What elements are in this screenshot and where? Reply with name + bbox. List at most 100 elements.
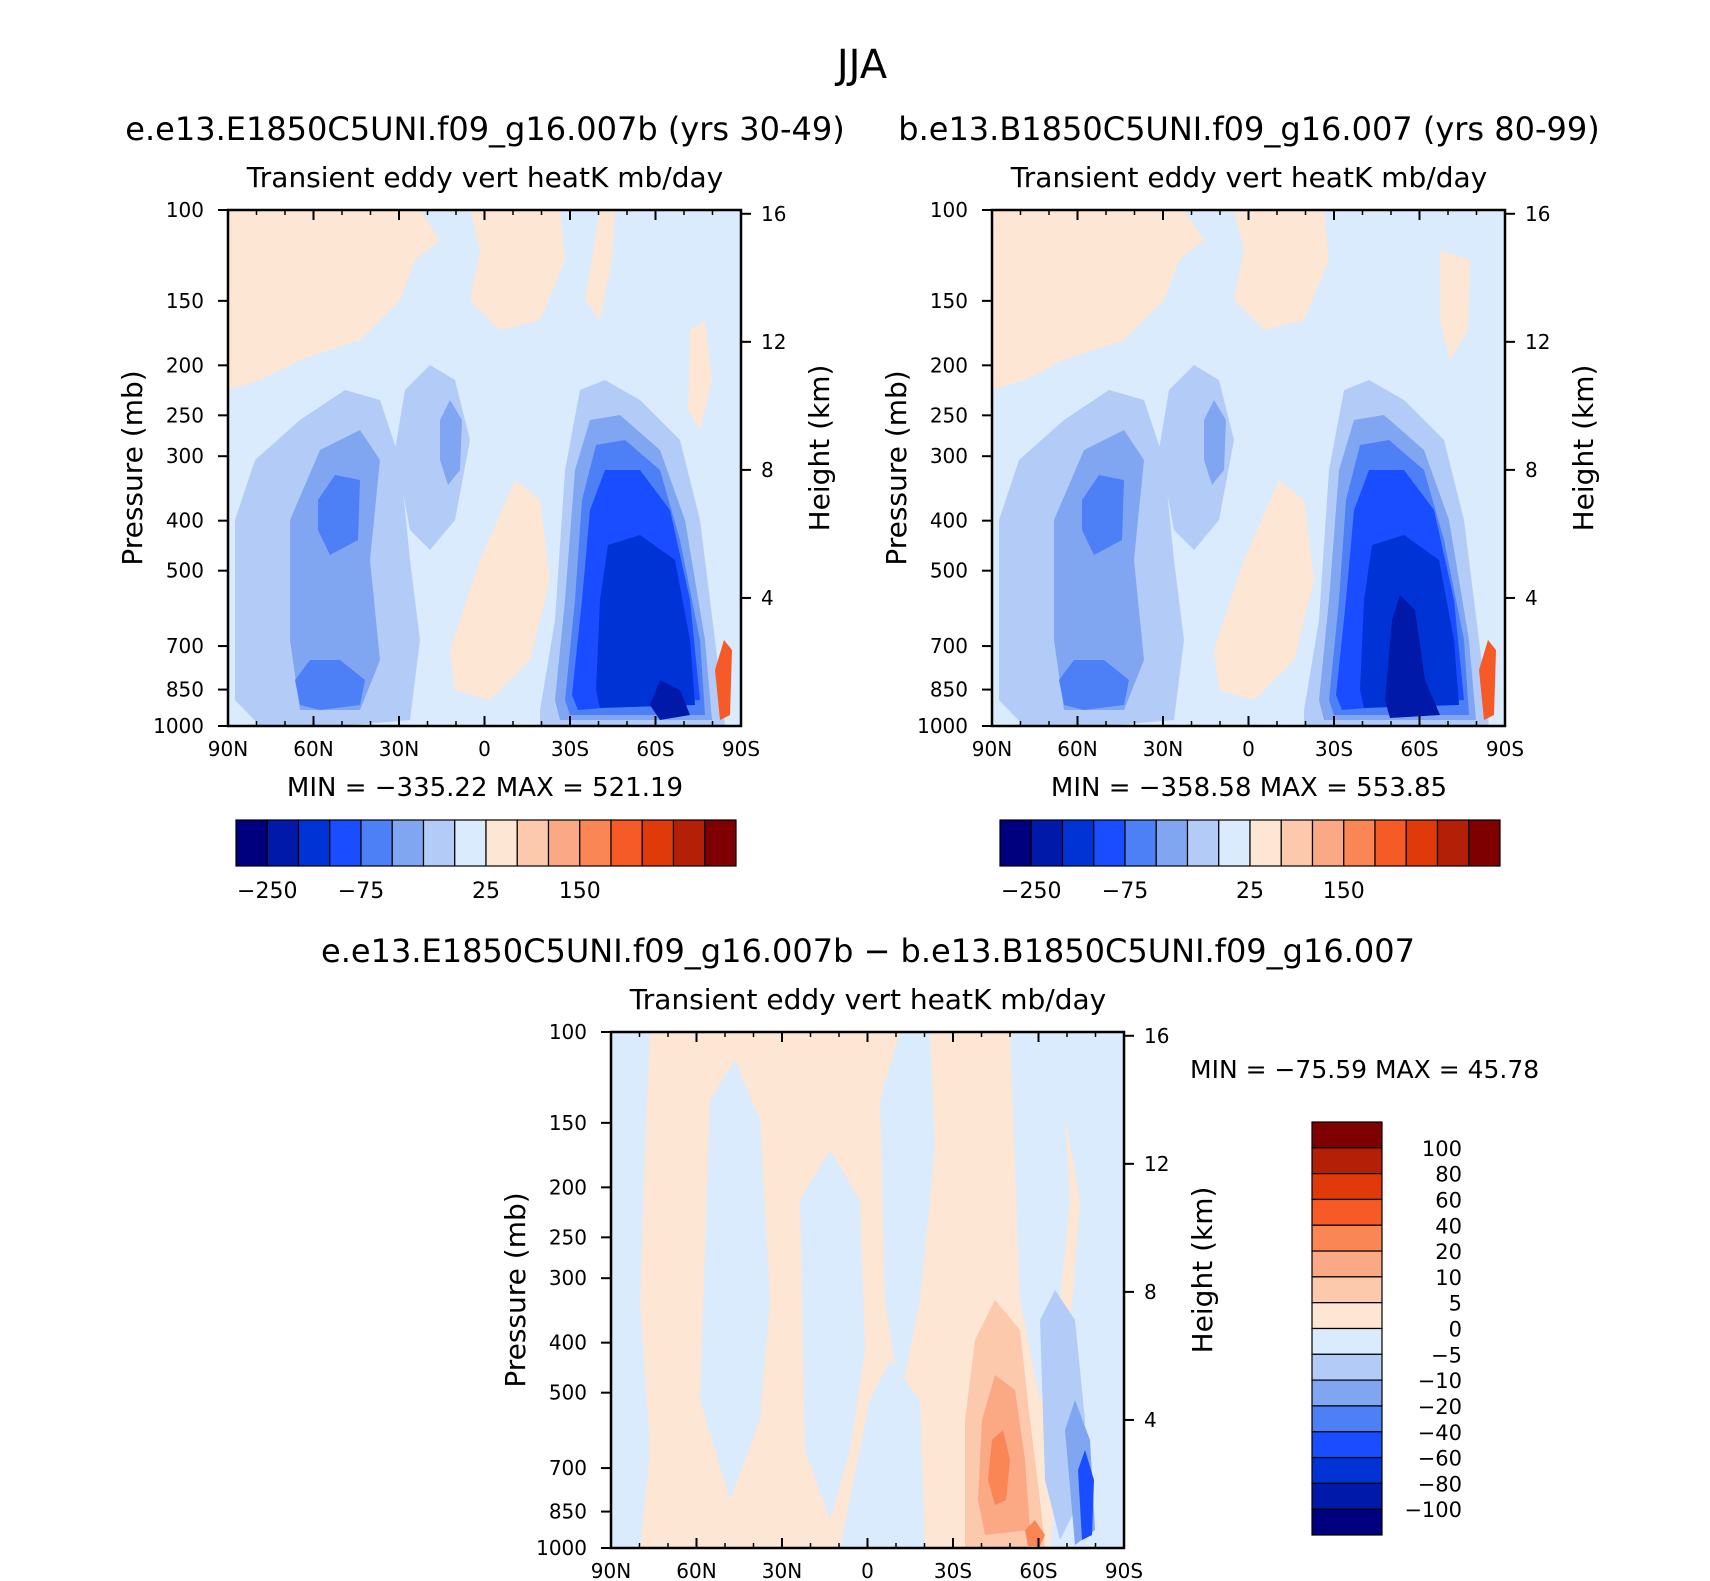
right-y2tick-label: 4 — [1525, 586, 1538, 610]
right-colorbar-cell — [1124, 819, 1157, 867]
left-xtick-label: 60S — [636, 737, 674, 761]
right-xtick-label: 90N — [972, 737, 1012, 761]
right-colorbar-cell — [1468, 819, 1501, 867]
left-y2tick-label: 4 — [761, 586, 774, 610]
right-ytick-label: 1000 — [917, 714, 968, 738]
diff-colorbar-label: −20 — [1418, 1395, 1462, 1419]
sh-red-streak — [1479, 640, 1496, 720]
left-colorbar-cell — [391, 819, 425, 867]
diff-colorbar-label: 40 — [1435, 1214, 1462, 1238]
diff-ytick-label: 300 — [549, 1266, 587, 1290]
right-y2label: Height (km) — [1567, 365, 1600, 532]
diff-colorbar-cell — [1311, 1482, 1383, 1510]
left-ytick-label: 200 — [166, 353, 204, 377]
right-xtick-label: 30S — [1315, 737, 1353, 761]
panel-left-axes: 90N 60N 30N 0 30S 60S 90S 100 150 200 250 300 400 500… — [116, 198, 836, 761]
left-colorbar-cell — [547, 819, 581, 867]
left-colorbar-label: −75 — [338, 879, 384, 904]
diff-colorbar-label: −100 — [1404, 1498, 1462, 1522]
right-colorbar-cell — [1405, 819, 1439, 867]
diff-ytick-label: 700 — [549, 1456, 587, 1480]
right-colorbar-cell — [1030, 819, 1064, 867]
left-colorbar-cell — [672, 819, 706, 867]
diff-ytick-label: 500 — [549, 1381, 587, 1405]
right-xtick-label: 0 — [1242, 737, 1255, 761]
peach-upper-right — [585, 210, 615, 320]
diff-colorbar-cell — [1311, 1508, 1383, 1536]
left-colorbar-cell — [329, 819, 362, 867]
panel-diff-stats: MIN = −75.59 MAX = 45.78 — [1190, 1055, 1539, 1084]
right-ytick-label: 500 — [930, 559, 968, 583]
diff-ytick-label: 200 — [549, 1175, 587, 1199]
peach-top-right — [688, 320, 712, 430]
diff-colorbar-cell — [1311, 1250, 1383, 1278]
panel-left-contour-field — [228, 210, 741, 726]
diff-xtick-label: 60S — [1019, 1559, 1057, 1581]
diff-xtick-label: 60N — [676, 1559, 716, 1581]
diff-colorbar-label: −5 — [1431, 1343, 1462, 1367]
diff-ylabel: Pressure (mb) — [499, 1192, 532, 1387]
left-y2tick-label: 8 — [761, 458, 774, 482]
sh-cell-l5 — [596, 535, 695, 708]
left-ytick-label: 500 — [166, 559, 204, 583]
panel-right: b.e13.B1850C5UNI.f09_g16.007 (yrs 80-99)… — [880, 110, 1600, 904]
diff-colorbar-label: 80 — [1435, 1163, 1462, 1187]
diff-colorbar-cell — [1311, 1379, 1383, 1407]
right-ylabel: Pressure (mb) — [880, 370, 913, 565]
diff-colorbar-label: 20 — [1435, 1240, 1462, 1264]
diff-y2label: Height (km) — [1186, 1187, 1219, 1354]
right-colorbar-label: 25 — [1236, 879, 1264, 904]
left-ytick-label: 1000 — [153, 714, 204, 738]
panel-left-stats: MIN = −335.22 MAX = 521.19 — [287, 773, 683, 803]
right-y2tick-label: 12 — [1525, 330, 1550, 354]
diff-colorbar-cell — [1311, 1224, 1383, 1252]
diff-xtick-label: 90N — [591, 1559, 631, 1581]
diff-colorbar-label: 100 — [1422, 1137, 1462, 1161]
peach-upper-left — [228, 210, 440, 390]
panel-diff-var-title: Transient eddy vert heatK mb/day — [629, 983, 1106, 1016]
blue-streak-1 — [611, 1032, 650, 1548]
diff-colorbar-label: 60 — [1435, 1188, 1462, 1212]
diff-colorbar-cell — [1311, 1173, 1383, 1201]
left-ytick-label: 700 — [166, 634, 204, 658]
blue-streak-7 — [840, 1360, 925, 1548]
diff-colorbar-label: 10 — [1435, 1266, 1462, 1290]
diff-colorbar-label: −80 — [1418, 1472, 1462, 1496]
panel-diff-axes: 90N 60N 30N 0 30S 60S 90S 100 150 200 250 300 400 500… — [499, 1020, 1219, 1581]
peach-upper-mid — [470, 210, 565, 330]
left-ytick-label: 150 — [166, 289, 204, 313]
right-ytick-label: 700 — [930, 634, 968, 658]
nh-cell2-l2 — [1204, 400, 1226, 485]
panel-left-colorbar: −250 −75 25 150 — [235, 819, 737, 904]
right-ytick-label: 300 — [930, 444, 968, 468]
right-y2tick-label: 16 — [1525, 202, 1550, 226]
right-colorbar-label: −75 — [1102, 879, 1148, 904]
diff-colorbar-label: −40 — [1418, 1421, 1462, 1445]
peach-upper-mid — [1234, 210, 1329, 330]
diff-ytick-label: 1000 — [536, 1536, 587, 1560]
right-ytick-label: 250 — [930, 403, 968, 427]
panel-right-stats: MIN = −358.58 MAX = 553.85 — [1051, 773, 1447, 803]
panel-left: e.e13.E1850C5UNI.f09_g16.007b (yrs 30-49… — [116, 110, 845, 904]
peach-upper-left — [992, 210, 1204, 390]
diff-colorbar-cell — [1311, 1353, 1383, 1381]
nh-cell-l3 — [318, 475, 360, 555]
left-xtick-label: 60N — [293, 737, 333, 761]
right-xtick-label: 30N — [1143, 737, 1183, 761]
left-ytick-label: 400 — [166, 509, 204, 533]
left-colorbar-cell — [266, 819, 300, 867]
right-colorbar-cell — [1280, 819, 1314, 867]
right-colorbar-cell — [1155, 819, 1189, 867]
right-colorbar-cell — [1436, 819, 1470, 867]
diff-xtick-label: 30S — [934, 1559, 972, 1581]
left-colorbar-cell — [641, 819, 675, 867]
sh-red-streak — [715, 640, 732, 720]
diff-xtick-label: 30N — [762, 1559, 802, 1581]
left-colorbar-cell — [297, 819, 331, 867]
left-colorbar-cell — [454, 819, 487, 867]
diff-colorbar-cell — [1311, 1276, 1383, 1304]
panel-right-var-title: Transient eddy vert heatK mb/day — [1010, 161, 1487, 194]
right-ytick-label: 850 — [930, 678, 968, 702]
panel-diff: e.e13.E1850C5UNI.f09_g16.007b − b.e13.B1… — [321, 932, 1539, 1581]
